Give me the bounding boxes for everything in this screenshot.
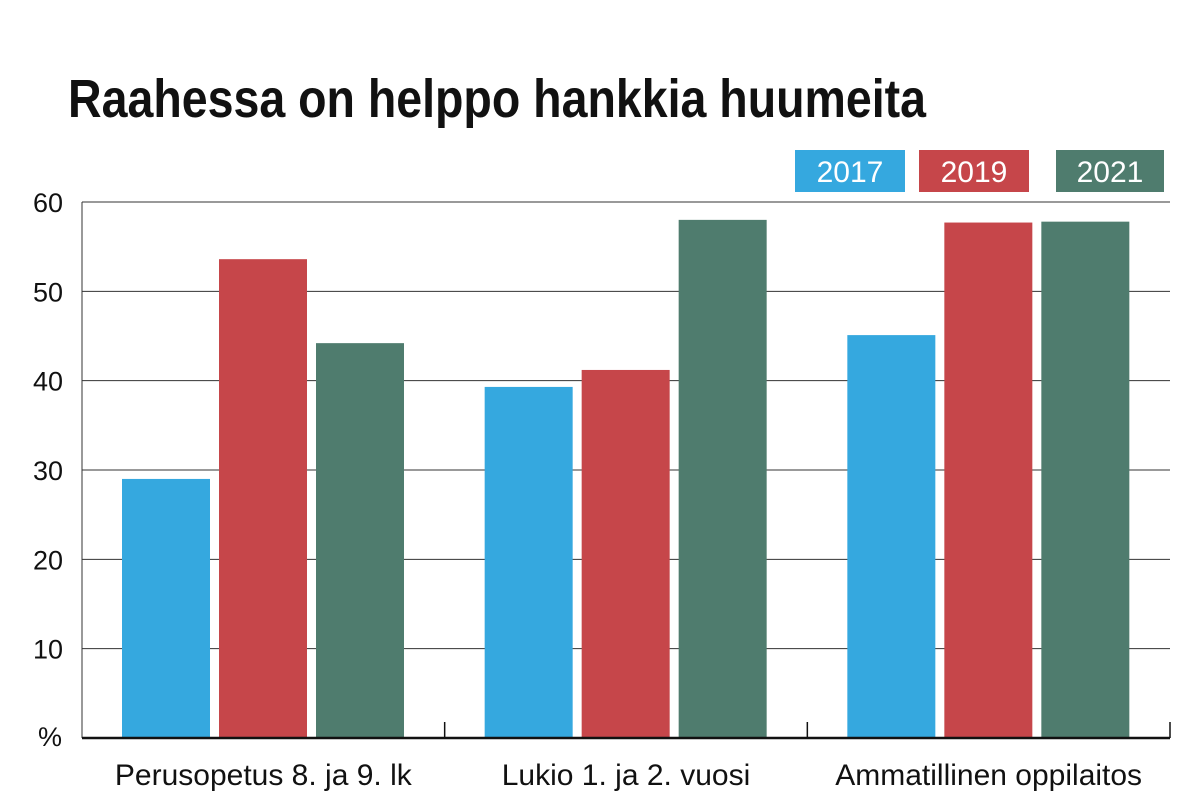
legend-label-2021: 2021 [1077, 156, 1144, 189]
legend-label-2019: 2019 [941, 156, 1008, 189]
legend-swatch-2017 [795, 150, 905, 192]
bar-2021-2 [1041, 221, 1130, 739]
x-axis-ticks [443, 722, 1171, 738]
bar-2017-0 [122, 478, 210, 738]
bar-2021-1 [678, 219, 767, 738]
bar-2019-1 [581, 369, 670, 738]
category-label: Ammatillinen oppilaitos [835, 759, 1142, 792]
category-label: Lukio 1. ja 2. vuosi [502, 759, 750, 792]
legend: 2017 2019 2021 [795, 150, 1164, 192]
bar-2019-0 [219, 259, 307, 738]
bar-2017-2 [847, 335, 936, 738]
y-tick-label: 30 [33, 456, 63, 486]
y-tick-label: 60 [33, 188, 63, 218]
y-tick-label: 10 [33, 635, 63, 665]
bar-2017-1 [484, 386, 573, 738]
category-label: Perusopetus 8. ja 9. lk [115, 759, 413, 792]
chart-title: Raahessa on helppo hankkia huumeita [68, 69, 927, 129]
legend-label-2017: 2017 [817, 156, 884, 189]
y-tick-label: 20 [33, 545, 63, 575]
legend-swatch-2019 [919, 150, 1029, 192]
y-tick-label: 40 [33, 367, 63, 397]
category-labels: Perusopetus 8. ja 9. lk Lukio 1. ja 2. vu… [115, 759, 1142, 792]
y-tick-labels: 10 20 30 40 50 60 [33, 188, 63, 665]
bar-2021-0 [316, 343, 404, 738]
y-axis-unit-label: % [38, 722, 62, 752]
legend-swatch-2021 [1056, 150, 1164, 192]
bars [122, 219, 1130, 739]
bar-2019-2 [944, 222, 1033, 739]
y-tick-label: 50 [33, 277, 63, 307]
